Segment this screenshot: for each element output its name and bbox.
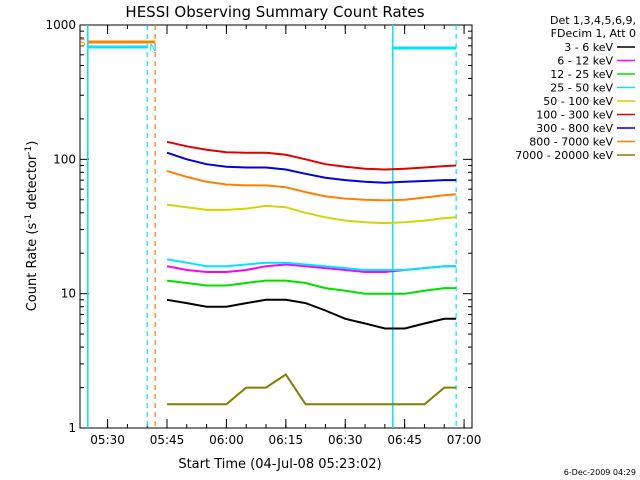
- y-axis-ticks: 1 10 100 1000: [45, 18, 472, 435]
- x-tick-label: 06:30: [328, 433, 363, 447]
- x-tick-label: 06:45: [387, 433, 422, 447]
- x-tick-label: 06:15: [269, 433, 304, 447]
- legend-entry-label: 300 - 800 keV: [536, 122, 613, 135]
- series-line: [166, 140, 457, 171]
- y-tick-label: 10: [61, 287, 76, 301]
- flag-label: S: [79, 38, 85, 49]
- series-line: [166, 169, 457, 202]
- series-line: [166, 151, 457, 184]
- x-tick-label: 06:00: [209, 433, 244, 447]
- series-line: [166, 258, 457, 271]
- legend-entry-label: 6 - 12 keV: [557, 55, 613, 68]
- series-lines: [166, 140, 457, 406]
- series-line: [166, 298, 457, 330]
- flag-label: N: [149, 43, 156, 54]
- x-tick-label: 07:00: [447, 433, 482, 447]
- plot-frame: [79, 24, 473, 429]
- y-tick-label: 1: [68, 421, 76, 435]
- chart-title: HESSI Observing Summary Count Rates: [125, 3, 424, 21]
- x-axis-label: Start Time (04-Jul-08 05:23:02): [178, 457, 381, 472]
- series-line: [166, 279, 457, 295]
- legend-entry-label: 100 - 300 keV: [536, 109, 613, 122]
- legend: Det 1,3,4,5,6,9, FDecim 1, Att 0 3 - 6 k…: [515, 14, 636, 162]
- y-tick-label: 1000: [45, 18, 76, 32]
- x-tick-label: 05:30: [90, 433, 125, 447]
- legend-entry-label: 50 - 100 keV: [543, 95, 613, 108]
- legend-header-line-2: FDecim 1, Att 0: [551, 27, 636, 40]
- legend-entry-label: 3 - 6 keV: [564, 41, 613, 54]
- legend-entry-label: 12 - 25 keV: [550, 68, 613, 81]
- x-tick-label: 05:45: [150, 433, 185, 447]
- legend-entry-label: 7000 - 20000 keV: [515, 149, 613, 162]
- y-tick-label: 100: [53, 152, 76, 166]
- legend-entry-label: 25 - 50 keV: [550, 82, 613, 95]
- legend-entry-label: 800 - 7000 keV: [529, 136, 613, 149]
- date-stamp: 6-Dec-2009 04:29: [564, 468, 636, 477]
- legend-header-line-1: Det 1,3,4,5,6,9,: [550, 14, 636, 27]
- series-line: [166, 203, 457, 225]
- x-axis-ticks: 05:30 05:45 06:00 06:15 06:30 06:45 07:00: [87, 25, 482, 447]
- series-line: [167, 373, 457, 406]
- y-axis-label: Count Rate (s-1 detector-1): [24, 141, 40, 312]
